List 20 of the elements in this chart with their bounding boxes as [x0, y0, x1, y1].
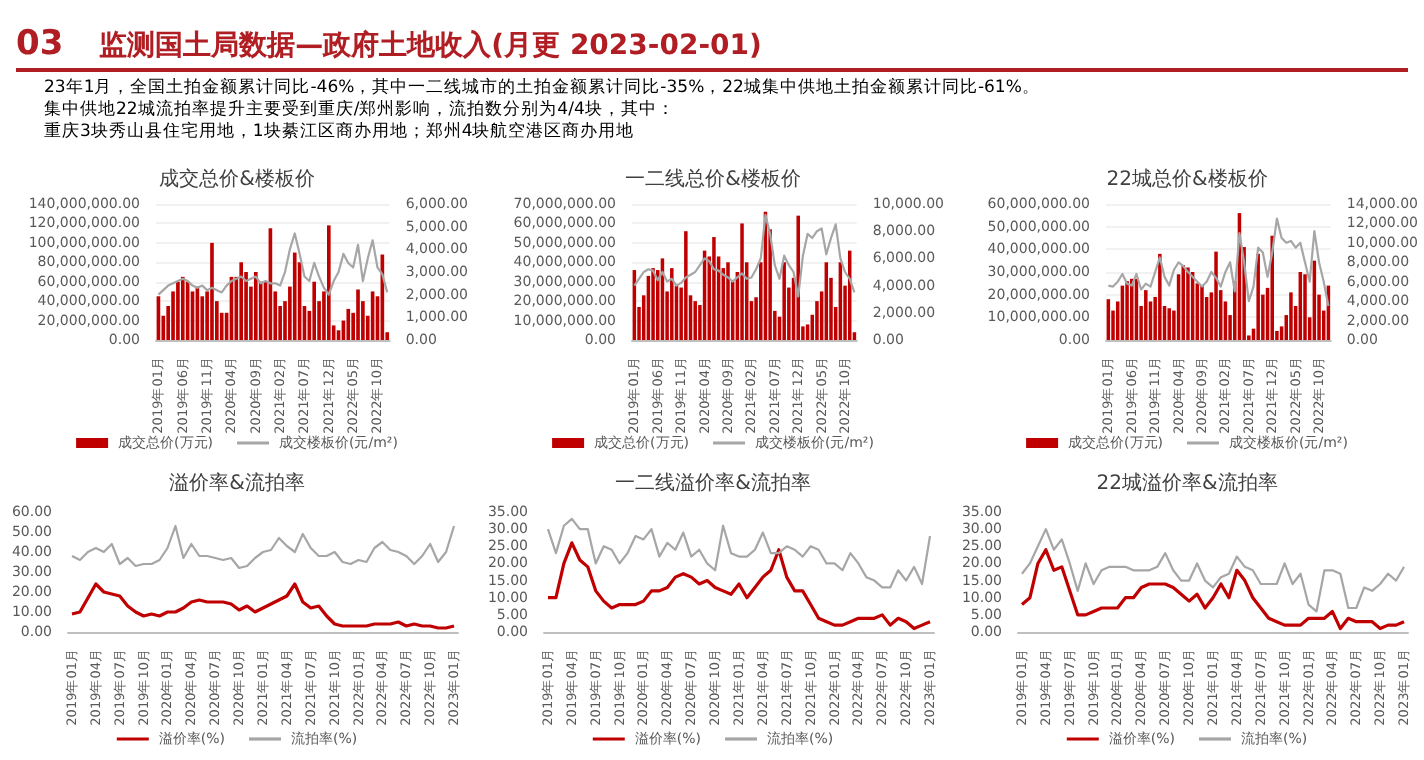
text: 集中供地22城流拍率提升主要受到重庆/郑州影响，流拍数分别为4/4块，其中： [44, 100, 677, 121]
chart-title: 一二线溢价率&流拍率 [614, 471, 810, 495]
line-series [545, 541, 931, 631]
line-series [545, 517, 931, 589]
line-series [1020, 548, 1406, 631]
chart-title: 22城总价&楼板价 [1106, 167, 1268, 191]
line-series [157, 232, 389, 296]
text: 监测国土局数据—政府土地收入(月更 2023-02-01) [99, 28, 762, 64]
text: 03 [16, 24, 64, 64]
text: 重庆3块秀山县住宅用地，1块綦江区商办用地；郑州4块航空港区商办用地 [44, 122, 637, 144]
line-series [1107, 217, 1330, 308]
chart-title: 溢价率&流拍率 [169, 471, 305, 495]
line-series [70, 582, 456, 630]
chart-title: 22城溢价率&流拍率 [1096, 471, 1278, 495]
line-series [632, 213, 855, 298]
line-series [1020, 528, 1406, 613]
line-series [70, 524, 456, 570]
chart-title: 一二线总价&楼板价 [624, 167, 800, 191]
text: 23年1月，全国土拍金额累计同比-46%，其中一二线城市的土拍金额累计同比-35%，22城集中供地土拍金额累计同比-61%。 [44, 78, 1042, 99]
chart-title: 成交总价&楼板价 [159, 167, 315, 191]
